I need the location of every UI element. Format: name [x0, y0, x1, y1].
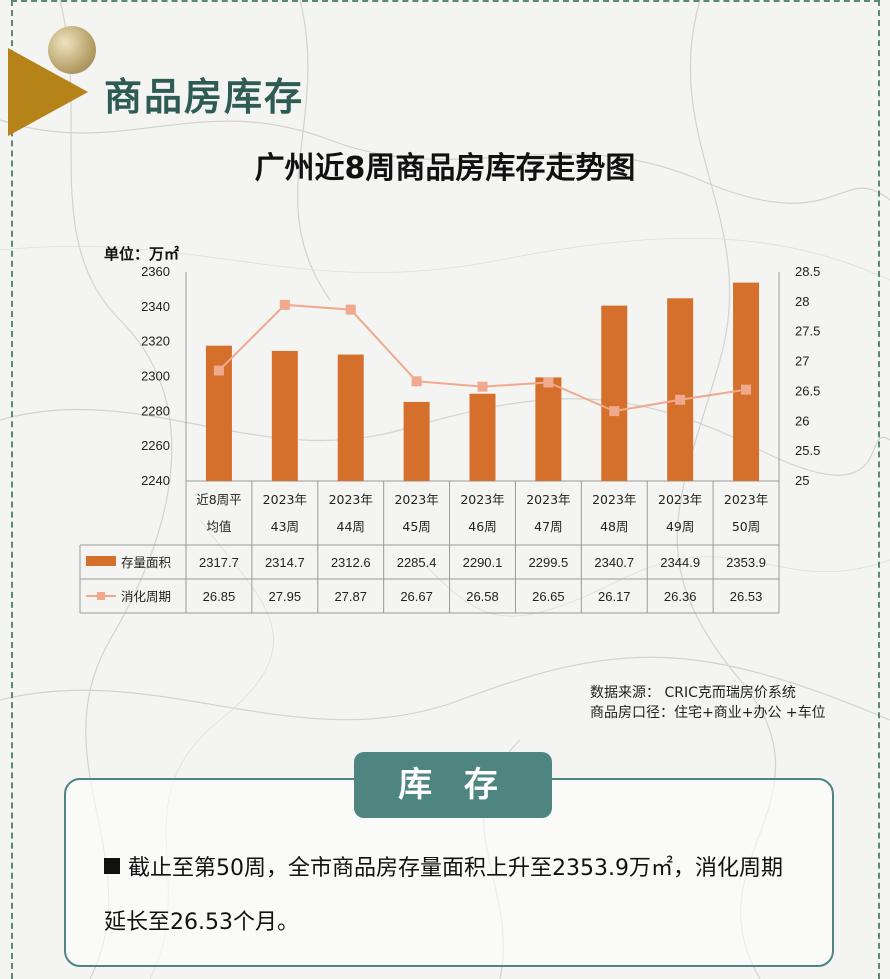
y-tick-label: 2260: [141, 438, 170, 453]
legend-bar-label: 存量面积: [121, 555, 171, 570]
y2-tick-label: 26.5: [795, 383, 820, 398]
x-category-label-line2: 48周: [600, 519, 628, 534]
y2-tick-label: 27: [795, 354, 809, 369]
x-category-label-line2: 49周: [666, 519, 694, 534]
table-cell-area: 2344.9: [660, 555, 700, 570]
unit-label: 单位：万㎡: [104, 245, 180, 263]
table-cell-cycle: 27.95: [269, 589, 302, 604]
table-cell-cycle: 27.87: [334, 589, 367, 604]
summary-sentence: 截止至第50周，全市商品房存量面积上升至2353.9万㎡，消化周期延长至26.5…: [104, 856, 783, 935]
line-point: [213, 365, 224, 376]
line-point: [411, 376, 422, 387]
bar: [535, 377, 562, 481]
x-category-label-line2: 47周: [534, 519, 562, 534]
y2-tick-label: 27.5: [795, 324, 820, 339]
bar: [667, 298, 694, 481]
chart-title: 广州近8周商品房库存走势图: [254, 151, 636, 186]
summary-text: 截止至第50周，全市商品房存量面积上升至2353.9万㎡，消化周期延长至26.5…: [104, 842, 804, 950]
bullet-square-icon: [104, 858, 120, 874]
y-tick-label: 2320: [141, 334, 170, 349]
x-category-label-line1: 近8周平: [196, 492, 241, 507]
x-category-label-line1: 2023年: [460, 492, 504, 507]
legend-line-marker: [97, 592, 105, 600]
data-source: 数据来源： CRIC克而瑞房价系统 商品房口径：住宅+商业+办公 +车位: [590, 683, 826, 723]
source-line-1: 数据来源： CRIC克而瑞房价系统: [590, 685, 796, 701]
bar: [601, 305, 628, 481]
page-border-left: [11, 0, 13, 979]
x-category-label-line2: 46周: [468, 519, 496, 534]
bar: [733, 282, 760, 481]
line-point: [279, 299, 290, 310]
line-point: [543, 377, 554, 388]
section-tab: 库 存: [354, 752, 552, 818]
x-category-label-line1: 2023年: [526, 492, 570, 507]
bar: [271, 350, 298, 481]
table-cell-cycle: 26.53: [730, 589, 763, 604]
line-point: [741, 384, 752, 395]
x-category-label-line2: 45周: [402, 519, 430, 534]
header-gold-circle: [48, 26, 96, 74]
table-cell-area: 2314.7: [265, 555, 305, 570]
legend-line-label: 消化周期: [121, 589, 171, 604]
x-category-label-line1: 2023年: [724, 492, 768, 507]
x-category-label-line1: 2023年: [394, 492, 438, 507]
table-cell-area: 2317.7: [199, 555, 239, 570]
legend-bar-key: [86, 556, 116, 566]
line-point: [477, 381, 488, 392]
table-cell-area: 2299.5: [529, 555, 569, 570]
table-cell-cycle: 26.85: [203, 589, 236, 604]
bar: [337, 354, 364, 481]
x-category-label-line1: 2023年: [263, 492, 307, 507]
table-cell-area: 2353.9: [726, 555, 766, 570]
x-category-label-line2: 43周: [271, 519, 299, 534]
y-tick-label: 2300: [141, 369, 170, 384]
page-border-top: [11, 0, 880, 2]
y-tick-label: 2240: [141, 473, 170, 488]
x-category-label-line1: 2023年: [592, 492, 636, 507]
table-cell-cycle: 26.67: [400, 589, 433, 604]
y-tick-label: 2280: [141, 403, 170, 418]
x-category-label-line2: 50周: [732, 519, 760, 534]
table-cell-cycle: 26.65: [532, 589, 565, 604]
y2-tick-label: 25.5: [795, 443, 820, 458]
table-cell-area: 2312.6: [331, 555, 371, 570]
x-category-label-line2: 均值: [206, 519, 231, 534]
y2-tick-label: 28.5: [795, 264, 820, 279]
y2-tick-label: 26: [795, 413, 809, 428]
y-tick-label: 2360: [141, 264, 170, 279]
source-line-2: 商品房口径：住宅+商业+办公 +车位: [590, 705, 826, 721]
page-border-right: [878, 0, 880, 979]
y2-tick-label: 25: [795, 473, 809, 488]
table-cell-cycle: 26.36: [664, 589, 697, 604]
x-category-label-line2: 44周: [337, 519, 365, 534]
line-point: [345, 304, 356, 315]
bar: [469, 393, 496, 481]
line-point: [675, 394, 686, 405]
page-title: 商品房库存: [104, 75, 305, 119]
x-category-label-line1: 2023年: [329, 492, 373, 507]
table-cell-cycle: 26.58: [466, 589, 499, 604]
y-tick-label: 2340: [141, 299, 170, 314]
line-point: [609, 406, 620, 417]
table-cell-area: 2285.4: [397, 555, 437, 570]
bar: [403, 401, 430, 481]
y2-tick-label: 28: [795, 294, 809, 309]
table-cell-area: 2340.7: [594, 555, 634, 570]
table-cell-area: 2290.1: [463, 555, 503, 570]
table-cell-cycle: 26.17: [598, 589, 631, 604]
x-category-label-line1: 2023年: [658, 492, 702, 507]
